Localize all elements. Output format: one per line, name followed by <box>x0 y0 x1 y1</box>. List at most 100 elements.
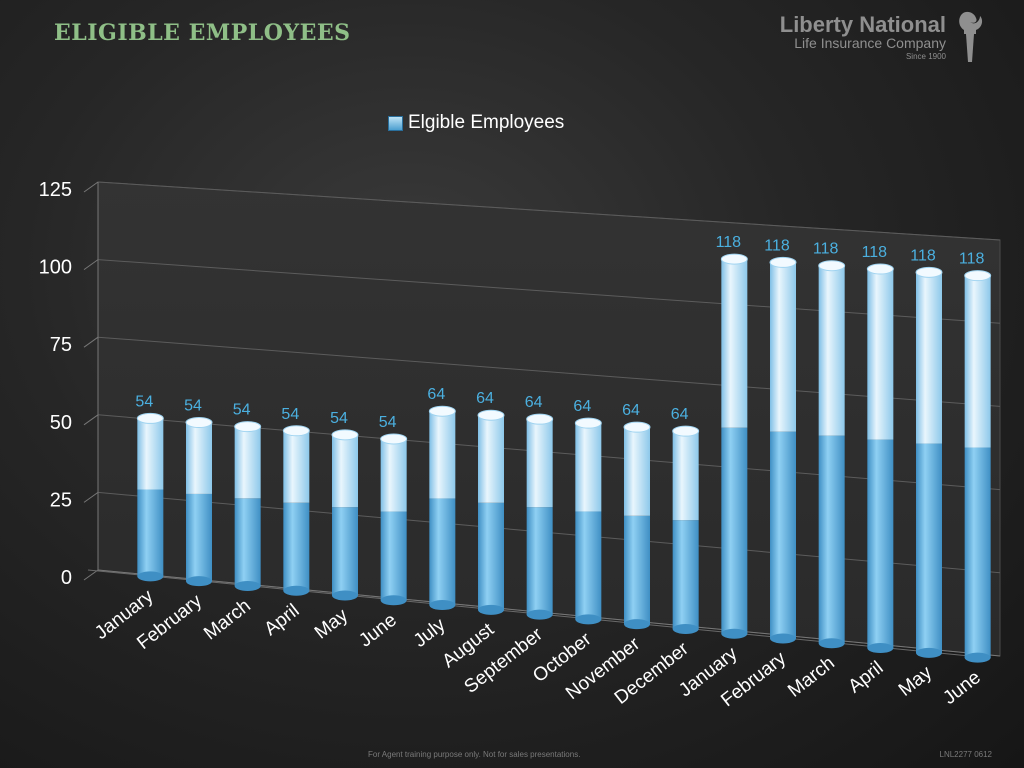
data-label: 54 <box>281 406 299 423</box>
logo-since: Since 1900 <box>905 52 946 61</box>
logo-subtitle: Life Insurance Company <box>794 35 946 51</box>
data-label: 64 <box>525 394 543 411</box>
data-label: 118 <box>959 251 985 268</box>
axis-tick-mark <box>83 491 99 503</box>
bar <box>380 433 408 606</box>
bar-upper-segment <box>867 269 894 440</box>
axis-tick-mark <box>83 181 99 193</box>
bar-lower-segment <box>721 427 748 634</box>
bar-base <box>234 580 261 591</box>
bar-base <box>964 652 991 663</box>
bar-upper-segment <box>186 422 212 494</box>
bar-upper-segment <box>624 427 650 516</box>
bar <box>185 417 213 587</box>
footer-code: LNL2277 0612 <box>939 750 993 759</box>
bar-base <box>575 614 602 625</box>
bar-upper-segment <box>526 419 553 508</box>
x-tick-label: April <box>845 657 888 697</box>
data-label: 118 <box>764 237 790 254</box>
data-label: 54 <box>184 398 202 415</box>
bar-cap <box>136 412 164 424</box>
y-tick-label: 50 <box>50 412 72 434</box>
data-label: 54 <box>379 414 397 431</box>
bar <box>964 270 992 663</box>
x-tick-label: March <box>200 595 255 644</box>
slide-title: ELIGIBLE EMPLOYEES <box>54 20 351 46</box>
bar-base <box>186 576 212 587</box>
bar <box>915 266 943 658</box>
y-tick-label: 75 <box>50 334 72 356</box>
x-tick-label: April <box>261 600 304 640</box>
bar-upper-segment <box>380 438 407 512</box>
bar-lower-segment <box>478 502 504 610</box>
bar-upper-segment <box>283 430 310 503</box>
bar-lower-segment <box>283 502 310 591</box>
bar-base <box>672 623 699 634</box>
bar <box>818 260 846 649</box>
bar-cap <box>282 425 310 437</box>
data-label: 54 <box>135 393 153 410</box>
bar <box>234 421 262 591</box>
bar-upper-segment <box>234 426 261 499</box>
bar-lower-segment <box>916 443 942 653</box>
bar-base <box>721 628 748 639</box>
x-tick-label: March <box>784 653 839 702</box>
bar-cap <box>964 270 992 282</box>
bar-base <box>332 590 358 601</box>
data-label: 64 <box>671 406 689 423</box>
bar <box>866 263 894 654</box>
bar-base <box>526 609 553 620</box>
bar-lower-segment <box>234 498 261 586</box>
data-label: 64 <box>622 402 640 419</box>
bar-upper-segment <box>721 259 748 428</box>
bar-lower-segment <box>332 507 358 596</box>
bar-cap <box>234 421 262 433</box>
chart-legend: Elgible Employees <box>388 112 564 134</box>
x-tick-label: May <box>895 662 937 701</box>
bar-base <box>867 643 894 654</box>
bar-upper-segment <box>916 272 942 444</box>
bar-lower-segment <box>624 515 650 625</box>
bar-cap <box>720 253 748 265</box>
bar-cap <box>574 417 602 429</box>
bar-upper-segment <box>478 415 504 503</box>
data-label: 118 <box>910 247 936 264</box>
y-tick-label: 100 <box>39 257 72 279</box>
bar <box>720 253 748 639</box>
data-label: 64 <box>476 390 494 407</box>
axis-tick-mark <box>83 569 99 581</box>
bar-cap <box>623 421 651 433</box>
bar-lower-segment <box>672 520 699 629</box>
bar <box>574 417 602 625</box>
bar-upper-segment <box>770 262 796 432</box>
bar-cap <box>185 417 213 429</box>
bar-upper-segment <box>964 275 991 448</box>
bar <box>623 421 651 630</box>
bar-upper-segment <box>575 423 602 512</box>
bar <box>526 413 554 620</box>
bar <box>428 405 456 611</box>
x-tick-label: July <box>410 614 450 652</box>
bar <box>769 256 797 644</box>
y-tick-label: 25 <box>50 489 72 511</box>
bar-cap <box>672 425 700 437</box>
bar-cap <box>818 260 846 272</box>
bar-cap <box>428 405 456 417</box>
bar-base <box>478 604 504 615</box>
bar <box>477 409 505 615</box>
bar-base <box>429 600 456 611</box>
data-label: 54 <box>233 402 251 419</box>
bar-cap <box>331 429 359 441</box>
bar-lower-segment <box>429 498 456 606</box>
company-logo: Liberty National Life Insurance Company … <box>780 10 988 66</box>
bar-lower-segment <box>575 511 602 620</box>
bar-cap <box>477 409 505 421</box>
axis-tick-mark <box>83 259 99 271</box>
bar-cap <box>526 413 554 425</box>
bar-base <box>770 633 796 644</box>
bar-base <box>916 647 942 658</box>
bar-lower-segment <box>137 489 164 577</box>
data-label: 64 <box>427 386 445 403</box>
axis-tick-mark <box>83 336 99 348</box>
